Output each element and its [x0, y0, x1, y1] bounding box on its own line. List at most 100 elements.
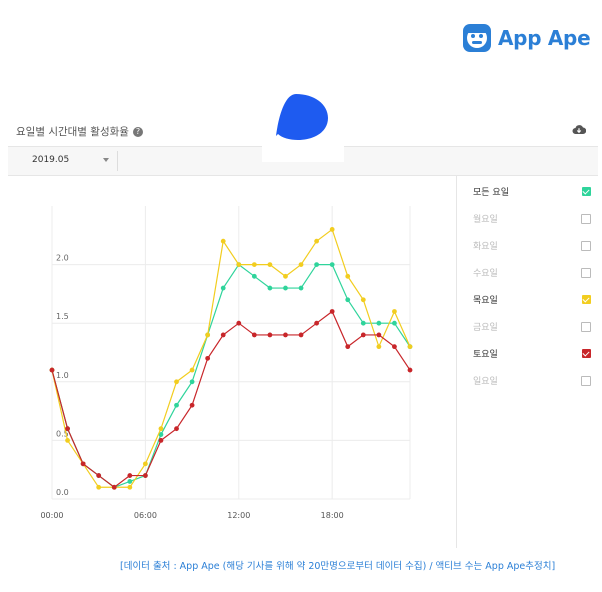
speech-bubble-logo-icon	[276, 94, 328, 140]
data-point	[267, 285, 273, 291]
data-point	[267, 262, 273, 267]
x-tick-label: 00:00	[40, 511, 63, 520]
data-point	[376, 344, 382, 350]
legend-label: 토요일	[473, 350, 498, 360]
brand-name: App Ape	[498, 26, 591, 50]
panel-title: 요일별 시간대별 활성화율	[16, 126, 129, 138]
data-point	[96, 473, 102, 478]
data-point	[189, 402, 195, 408]
source-footnote: [데이터 출처 : App Ape (해당 기사를 위해 약 20만명으로부터 …	[120, 561, 556, 572]
series-line	[51, 310, 411, 489]
question-icon[interactable]: ?	[132, 127, 143, 137]
data-point	[220, 332, 226, 338]
floating-logo	[262, 90, 344, 162]
data-point	[360, 297, 366, 303]
legend-checkbox[interactable]	[581, 268, 591, 278]
x-tick-label: 12:00	[227, 511, 250, 520]
data-point	[111, 484, 117, 490]
legend-label: 수요일	[473, 269, 498, 279]
data-point	[142, 473, 148, 478]
legend-item[interactable]: 토요일	[473, 347, 591, 361]
legend-checkbox[interactable]	[581, 241, 591, 251]
data-point	[407, 367, 413, 373]
data-point	[283, 285, 288, 291]
data-point	[329, 262, 335, 267]
data-point	[158, 426, 164, 432]
data-point	[392, 344, 397, 350]
month-select[interactable]: 2019.05	[22, 151, 118, 171]
data-point	[220, 285, 226, 291]
series-line	[51, 228, 411, 488]
panel-title-row: 요일별 시간대별 활성화율?	[16, 124, 143, 139]
chevron-down-icon	[103, 158, 109, 162]
data-point	[298, 332, 304, 338]
series-line	[51, 263, 411, 488]
legend-item[interactable]: 화요일	[473, 239, 591, 253]
legend-label: 목요일	[473, 296, 498, 306]
data-point	[127, 484, 133, 490]
legend-item[interactable]: 수요일	[473, 266, 591, 280]
y-tick-label: 0.0	[56, 488, 69, 497]
legend-checkbox[interactable]	[582, 187, 591, 196]
cloud-download-icon[interactable]	[572, 124, 586, 135]
app-ape-monkey-icon	[463, 24, 491, 52]
legend-item[interactable]: 금요일	[473, 320, 591, 334]
data-point	[345, 297, 351, 303]
data-point	[127, 479, 133, 484]
data-point	[298, 262, 304, 267]
data-point	[283, 273, 288, 279]
legend-item[interactable]: 목요일	[473, 293, 591, 307]
data-point	[127, 473, 133, 478]
legend-checkbox[interactable]	[581, 376, 591, 386]
data-point	[314, 320, 320, 326]
data-point	[236, 320, 242, 326]
legend-label: 화요일	[473, 242, 498, 252]
data-point	[392, 320, 397, 326]
data-point	[158, 438, 164, 443]
legend-item[interactable]: 일요일	[473, 374, 591, 388]
y-tick-label: 0.5	[56, 429, 69, 438]
data-point	[329, 309, 335, 314]
data-point	[49, 367, 55, 373]
data-point	[236, 262, 242, 267]
data-point	[376, 332, 382, 338]
legend-checkbox[interactable]	[582, 295, 591, 304]
legend-label: 월요일	[473, 215, 498, 225]
x-tick-label: 06:00	[134, 511, 157, 520]
legend-label: 일요일	[473, 377, 498, 387]
data-point	[96, 484, 102, 490]
data-point	[251, 332, 257, 338]
x-tick-label: 18:00	[321, 511, 344, 520]
line-chart: 0.0 0.5 1.0 1.5 2.0 00:00 06:00 12:00 18:00	[40, 206, 413, 520]
data-point	[267, 332, 273, 338]
data-point	[205, 332, 211, 338]
data-point	[220, 238, 226, 244]
legend-item[interactable]: 모든 요일	[473, 185, 591, 199]
data-point	[314, 262, 320, 267]
data-point	[314, 238, 320, 244]
legend-checkbox[interactable]	[581, 214, 591, 224]
data-point	[360, 320, 366, 326]
data-point	[360, 332, 366, 338]
data-point	[251, 273, 257, 279]
data-point	[174, 379, 179, 385]
legend-item[interactable]: 월요일	[473, 212, 591, 226]
data-point	[345, 273, 351, 279]
data-point	[298, 285, 304, 291]
data-point	[142, 461, 148, 467]
data-point	[80, 461, 86, 467]
brand-logo: App Ape	[462, 20, 591, 56]
legend-checkbox[interactable]	[581, 322, 591, 332]
data-point	[251, 262, 257, 267]
legend-checkbox[interactable]	[582, 349, 591, 358]
legend-label: 모든 요일	[473, 188, 509, 198]
chart-panel: 요일별 시간대별 활성화율? 2019.05 0.0 0.5 1.0 1.5 2.0 00…	[8, 116, 598, 548]
data-point	[329, 227, 335, 232]
data-point	[407, 344, 413, 350]
data-point	[283, 332, 288, 338]
data-point	[345, 344, 351, 350]
data-point	[189, 379, 195, 385]
y-tick-label: 2.0	[56, 254, 69, 263]
legend-label: 금요일	[473, 323, 498, 333]
